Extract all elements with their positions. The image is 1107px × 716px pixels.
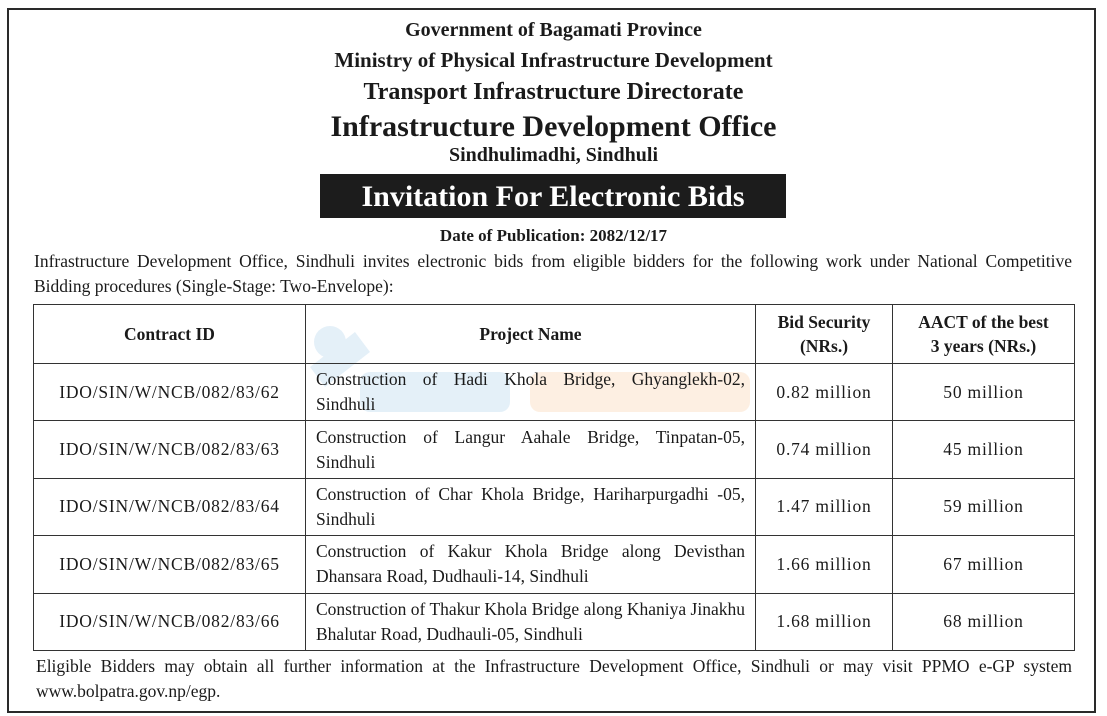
project-name-cell: Construction of Kakur Khola Bridge along…	[305, 535, 756, 594]
contract-id-header: Contract ID	[33, 304, 306, 364]
government-title: Government of Bagamati Province	[405, 19, 702, 41]
aact-cell: 67 million	[892, 535, 1075, 594]
bid-security-cell: 0.82 million	[755, 362, 893, 422]
table-row: IDO/SIN/W/NCB/082/83/63 Construction of …	[33, 420, 1075, 479]
intro-paragraph: Infrastructure Development Office, Sindh…	[34, 251, 1072, 296]
table-row: IDO/SIN/W/NCB/082/83/64 Construction of …	[33, 477, 1075, 537]
notice-banner: Invitation For Electronic Bids	[320, 174, 786, 218]
project-name-cell: Construction of Thakur Khola Bridge alon…	[305, 592, 756, 651]
contract-id-cell: IDO/SIN/W/NCB/082/83/63	[33, 420, 306, 479]
contract-id-cell: IDO/SIN/W/NCB/082/83/65	[33, 535, 306, 594]
bid-security-header: Bid Security (NRs.)	[755, 304, 893, 364]
contract-id-cell: IDO/SIN/W/NCB/082/83/62	[33, 362, 306, 422]
project-name-cell: Construction of Char Khola Bridge, Harih…	[305, 477, 756, 537]
publication-date: Date of Publication: 2082/12/17	[439, 226, 668, 245]
aact-cell: 45 million	[892, 420, 1075, 479]
footer-paragraph: Eligible Bidders may obtain all further …	[36, 656, 1072, 701]
bid-security-cell: 1.47 million	[755, 477, 893, 537]
directorate-title: Transport Infrastructure Directorate	[363, 79, 744, 105]
office-location: Sindhulimadhi, Sindhuli	[448, 144, 659, 166]
notice-border	[7, 8, 1096, 713]
aact-cell: 50 million	[892, 362, 1075, 422]
aact-header-line1: AACT of the best	[918, 312, 1049, 332]
contract-id-cell: IDO/SIN/W/NCB/082/83/66	[33, 592, 306, 651]
project-name-cell: Construction of Hadi Khola Bridge, Ghyan…	[305, 362, 756, 422]
table-row: IDO/SIN/W/NCB/082/83/65 Construction of …	[33, 535, 1075, 594]
aact-header: AACT of the best 3 years (NRs.)	[892, 304, 1075, 364]
ministry-title: Ministry of Physical Infrastructure Deve…	[334, 48, 773, 72]
bid-security-cell: 1.68 million	[755, 592, 893, 651]
bid-security-header-line1: Bid Security	[777, 312, 871, 332]
bid-security-cell: 0.74 million	[755, 420, 893, 479]
aact-cell: 59 million	[892, 477, 1075, 537]
project-name-header: Project Name	[305, 304, 756, 364]
aact-cell: 68 million	[892, 592, 1075, 651]
office-title: Infrastructure Development Office	[330, 110, 777, 143]
contract-id-cell: IDO/SIN/W/NCB/082/83/64	[33, 477, 306, 537]
bid-security-cell: 1.66 million	[755, 535, 893, 594]
bids-table: Contract ID Project Name Bid Security (NR…	[33, 304, 1075, 651]
bid-security-header-line2: (NRs.)	[799, 336, 849, 356]
aact-header-line2: 3 years (NRs.)	[930, 336, 1037, 356]
table-header-row: Contract ID Project Name Bid Security (NR…	[33, 304, 1075, 364]
project-name-cell: Construction of Langur Aahale Bridge, Ti…	[305, 420, 756, 479]
table-row: IDO/SIN/W/NCB/082/83/62 Construction of …	[33, 362, 1075, 422]
table-row: IDO/SIN/W/NCB/082/83/66 Construction of …	[33, 592, 1075, 651]
